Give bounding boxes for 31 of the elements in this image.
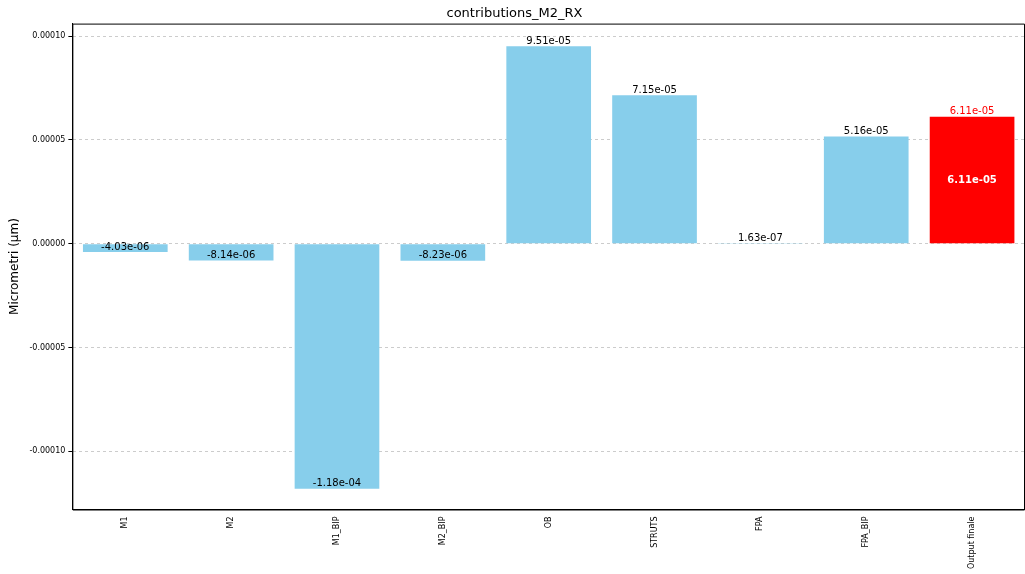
data-label: -8.23e-06 (418, 249, 468, 261)
y-tick-label: 0.00000 (32, 238, 66, 248)
data-label: 6.11e-05 (949, 105, 995, 117)
annotation: 6.11e-05 (947, 173, 997, 185)
data-label: 1.63e-07 (738, 231, 783, 243)
y-tick-label: -0.00005 (29, 342, 66, 352)
data-label: -8.14e-06 (206, 249, 256, 261)
x-tick-label: FPA_BIP (861, 516, 871, 548)
data-label: -1.18e-04 (312, 477, 362, 489)
x-tick-label: M2 (226, 516, 236, 529)
data-label: 7.15e-05 (632, 83, 677, 95)
y-tick-label: -0.00010 (29, 446, 66, 456)
x-tick-label: M2_BIP (437, 516, 447, 546)
bar (612, 95, 697, 244)
x-tick-label: Output finale (967, 516, 977, 570)
x-tick-label: STRUTS (649, 516, 659, 548)
bar (929, 116, 1015, 244)
chart-title: contributions_M2_RX (446, 5, 583, 21)
data-label: -4.03e-06 (101, 240, 150, 252)
y-tick-label: 0.00010 (32, 31, 66, 41)
x-tick-label: M1_BIP (332, 516, 342, 546)
x-tick-label: OB (543, 516, 553, 529)
bar (823, 136, 909, 244)
x-tick-label: M1 (120, 516, 130, 529)
y-axis-title: Micrometri (µm) (7, 218, 22, 315)
data-label: 5.16e-05 (843, 125, 889, 137)
bar (294, 244, 380, 489)
bar (506, 46, 592, 244)
x-tick-label: FPA (755, 515, 765, 531)
data-label: 9.51e-05 (526, 34, 572, 46)
y-tick-label: 0.00005 (32, 134, 66, 144)
